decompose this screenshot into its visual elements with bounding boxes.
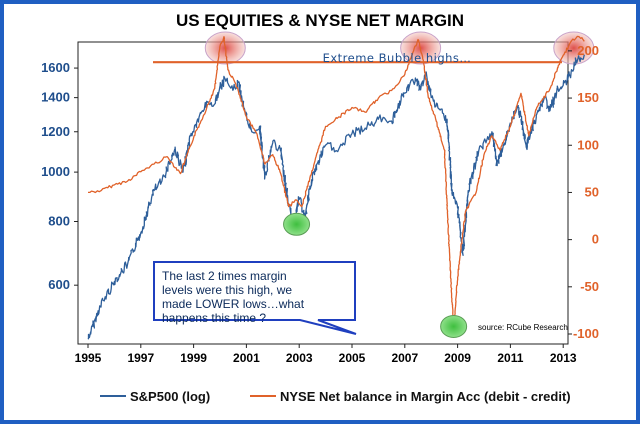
right-tick-label: 200 [577, 43, 599, 58]
legend-label-margin: NYSE Net balance in Margin Acc (debit - … [280, 389, 571, 404]
chart-title: US EQUITIES & NYSE NET MARGIN [176, 11, 464, 30]
right-tick-label: 150 [577, 90, 599, 105]
bubble-annotation: Extreme Bubble highs… [323, 51, 472, 65]
x-tick-label: 2003 [286, 351, 313, 365]
x-tick-label: 1999 [180, 351, 207, 365]
x-tick-label: 2005 [339, 351, 366, 365]
series-margin-line [88, 35, 585, 330]
series-layer [87, 35, 585, 340]
low-marker-5 [440, 314, 468, 338]
x-tick-label: 2013 [550, 351, 577, 365]
x-tick-label: 1995 [75, 351, 102, 365]
left-axis: 600 800 1000 1200 1400 1600 [41, 60, 78, 292]
chart: US EQUITIES & NYSE NET MARGIN 6008001000… [41, 11, 599, 404]
x-tick-label: 2009 [444, 351, 471, 365]
source-note: source: RCube Research [478, 323, 568, 332]
x-tick-label: 2007 [391, 351, 418, 365]
right-tick-label: 100 [577, 137, 599, 152]
highlight-overlay [283, 212, 468, 338]
callout-box [153, 261, 357, 335]
legend: S&P500 (log) NYSE Net balance in Margin … [100, 389, 571, 404]
callout-line-2: levels were this high, we [162, 283, 292, 297]
left-tick-label: 1600 [41, 60, 70, 75]
callout: The last 2 times margin levels were this… [153, 261, 357, 335]
right-tick-label: -50 [580, 279, 599, 294]
callout-line-4: happens this time ? [162, 311, 266, 325]
x-tick-label: 2011 [497, 351, 523, 365]
callout-line-1: The last 2 times margin [162, 269, 287, 283]
left-tick-label: 1400 [41, 90, 70, 105]
right-tick-label: 0 [592, 232, 599, 247]
plot-area [77, 41, 569, 345]
x-tick-label: 1997 [127, 351, 154, 365]
right-axis: -100 -50 0 50 100 150 200 [568, 43, 599, 341]
left-tick-label: 800 [48, 214, 70, 229]
legend-label-sp500: S&P500 (log) [130, 389, 210, 404]
left-tick-label: 1000 [41, 164, 70, 179]
low-marker-4 [283, 212, 311, 236]
x-tick-label: 2001 [233, 351, 260, 365]
left-tick-label: 600 [48, 277, 70, 292]
right-tick-label: -100 [573, 326, 599, 341]
right-tick-label: 50 [585, 184, 599, 199]
callout-line-3: made LOWER lows…what [162, 297, 305, 311]
x-axis: 1995 1997 1999 2001 2003 2005 2007 2009 2011 2013 [75, 344, 577, 365]
left-tick-label: 1200 [41, 124, 70, 139]
